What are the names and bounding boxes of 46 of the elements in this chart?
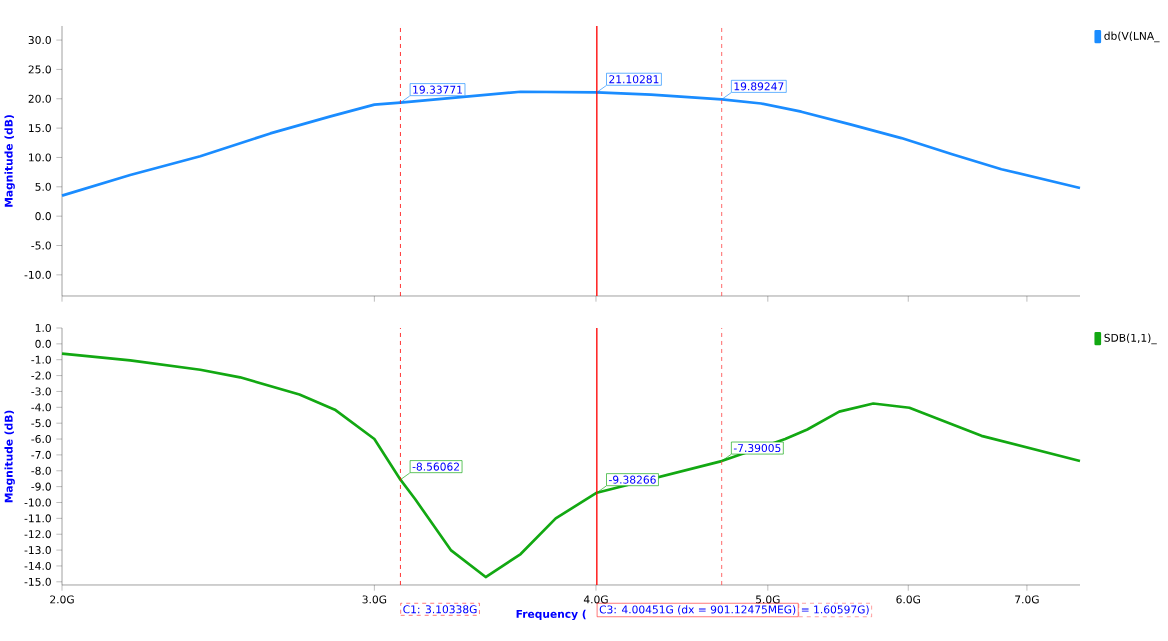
x-tick-label: 4.0G: [583, 595, 608, 604]
x-tick-label: 6.0G: [896, 595, 920, 604]
y-tick-label: -5.0: [31, 241, 51, 250]
y-tick-label: -8.0: [31, 466, 51, 475]
y-tick-label: -13.0: [24, 546, 51, 555]
x-tick-label: 5.0G: [756, 595, 780, 604]
x-tick-label: 2.0G: [50, 595, 74, 604]
y-tick-label: -5.0: [31, 419, 51, 428]
y-tick-label: 20.0: [28, 94, 51, 103]
y-tick-label: -10.0: [24, 498, 51, 507]
y-tick-label: -4.0: [31, 403, 51, 412]
y-axis-title: Magnitude (dB): [4, 115, 15, 207]
legend-label: db(V(LNA_: [1104, 31, 1160, 43]
y-tick-label: -1.0: [31, 355, 51, 364]
y-tick-label: -10.0: [24, 270, 51, 279]
y-tick-label: 0.0: [35, 339, 51, 348]
text: = 1.60597G): [801, 605, 869, 615]
annotation: 19.33771: [413, 85, 462, 94]
y-axis-title: Magnitude (dB): [4, 410, 15, 503]
annotation: -7.39005: [733, 444, 781, 453]
y-tick-label: 30.0: [28, 36, 51, 45]
y-tick-label: 15.0: [29, 124, 51, 133]
x-axis-title: Frequency (: [516, 609, 586, 621]
x-tick-label: 7.0G: [1015, 595, 1039, 604]
y-tick-label: -14.0: [24, 561, 51, 570]
y-tick-label: -7.0: [31, 450, 51, 459]
y-tick-label: -11.0: [24, 514, 51, 523]
y-tick-label: 0.0: [35, 212, 51, 221]
ref-line-label: C3: 4.00451G (dx = 901.12475MEG): [599, 605, 796, 615]
ref-line-label: C1: 3.10338G: [403, 605, 477, 614]
y-tick-label: 25.0: [28, 65, 51, 74]
y-tick-label: -3.0: [31, 387, 51, 396]
annotation: -9.38266: [609, 475, 656, 484]
y-tick-label: -2.0: [31, 371, 51, 380]
x-tick-label: 3.0G: [362, 595, 387, 604]
y-tick-label: 1.0: [35, 323, 51, 333]
y-tick-label: -6.0: [31, 434, 51, 444]
y-tick-label: 10.0: [29, 153, 51, 162]
y-tick-label: -15.0: [24, 577, 51, 586]
y-tick-label: 5.0: [35, 182, 51, 191]
legend-label: SDB(1,1)_: [1104, 333, 1157, 345]
y-tick-label: -12.0: [24, 530, 51, 539]
y-tick-label: -9.0: [31, 482, 51, 491]
annotation: -8.56062: [412, 462, 459, 471]
annotation: 19.89247: [734, 82, 784, 91]
annotation: 21.10281: [609, 75, 659, 84]
